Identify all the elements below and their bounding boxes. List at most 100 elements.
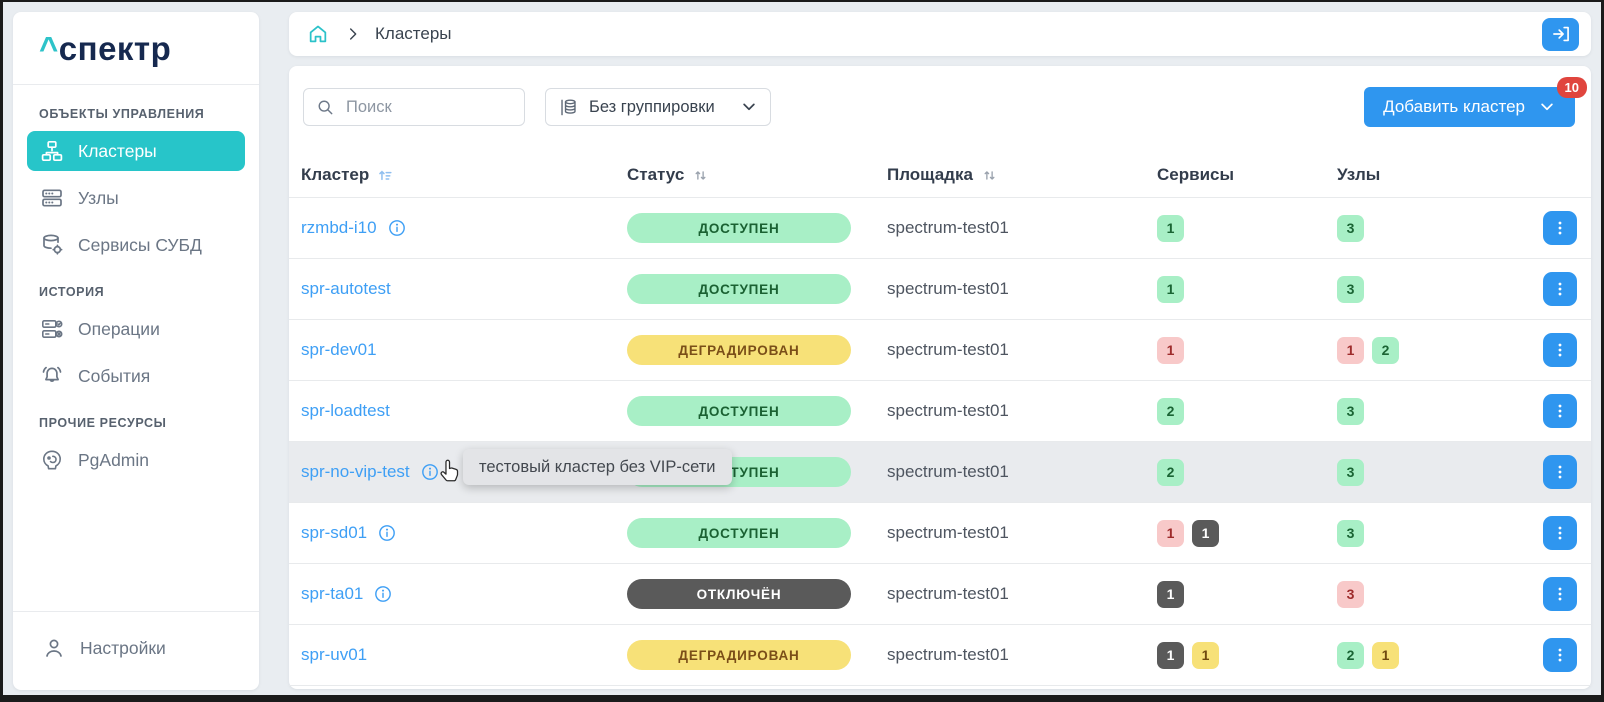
info-icon[interactable]: [373, 584, 393, 604]
row-menu-button[interactable]: [1543, 638, 1577, 672]
sidebar-item-db-services[interactable]: Сервисы СУБД: [27, 225, 245, 265]
cluster-cell: spr-sd01: [301, 523, 627, 543]
grouping-label: Без группировки: [589, 97, 715, 116]
tooltip: тестовый кластер без VIP-сети: [463, 449, 732, 485]
dots-vertical-icon: [1550, 584, 1570, 604]
count-badge-green: 3: [1337, 275, 1364, 303]
sort-asc-icon[interactable]: [377, 167, 394, 184]
table-body: rzmbd-i10 ДОСТУПЕН spectrum-test01 1 3 s…: [289, 198, 1591, 686]
status-badge: ДЕГРАДИРОВАН: [627, 335, 851, 365]
cluster-link[interactable]: spr-sd01: [301, 523, 368, 542]
app-logo: ^спектр: [13, 12, 259, 85]
status-badge: ОТКЛЮЧЁН: [627, 579, 851, 609]
add-cluster-label: Добавить кластер: [1383, 97, 1525, 116]
count-badge-green: 3: [1337, 214, 1364, 242]
row-menu-button[interactable]: [1543, 516, 1577, 550]
column-header-site[interactable]: Площадка: [887, 165, 1157, 185]
actions-cell: [1507, 272, 1591, 306]
operations-icon: [40, 317, 64, 341]
column-header-cluster[interactable]: Кластер: [301, 165, 627, 185]
site-cell: spectrum-test01: [887, 523, 1009, 542]
login-icon: [1551, 24, 1571, 44]
db-services-icon: [40, 233, 64, 257]
column-header-nodes: Узлы: [1337, 165, 1507, 185]
count-badge-yellow: 1: [1192, 641, 1219, 669]
cluster-link[interactable]: spr-uv01: [301, 645, 368, 664]
column-label: Статус: [627, 165, 685, 184]
status-badge: ДОСТУПЕН: [627, 274, 851, 304]
clusters-panel: Без группировки Добавить кластер 10 Клас…: [289, 66, 1591, 689]
events-bell-icon: [40, 364, 64, 388]
cluster-link[interactable]: spr-no-vip-test: [301, 462, 410, 481]
dots-vertical-icon: [1550, 401, 1570, 421]
status-badge: ДЕГРАДИРОВАН: [627, 640, 851, 670]
row-menu-button[interactable]: [1543, 577, 1577, 611]
count-badge-green: 3: [1337, 519, 1364, 547]
sidebar-item-label: События: [78, 365, 151, 386]
toolbar: Без группировки Добавить кластер 10: [289, 66, 1591, 153]
nav-section-label: ОБЪЕКТЫ УПРАВЛЕНИЯ: [39, 107, 205, 121]
count-badge-green: 1: [1157, 214, 1184, 242]
status-cell: ДЕГРАДИРОВАН: [627, 640, 887, 670]
row-menu-button[interactable]: [1543, 394, 1577, 428]
cluster-link[interactable]: spr-ta01: [301, 584, 364, 603]
search-icon: [316, 98, 335, 117]
cluster-cell: spr-uv01: [301, 645, 627, 665]
status-cell: ДОСТУПЕН: [627, 274, 887, 304]
count-badge-green: 2: [1337, 641, 1364, 669]
site-cell: spectrum-test01: [887, 584, 1009, 603]
actions-cell: [1507, 333, 1591, 367]
actions-cell: [1507, 516, 1591, 550]
column-label: Кластер: [301, 165, 370, 184]
actions-cell: [1507, 638, 1591, 672]
info-icon[interactable]: [387, 218, 407, 238]
user-icon: [42, 636, 66, 660]
table-row: spr-dev01 ДЕГРАДИРОВАН spectrum-test01 1…: [289, 320, 1591, 381]
sidebar-item-label: PgAdmin: [78, 449, 150, 470]
breadcrumb-current: Кластеры: [375, 24, 452, 43]
row-menu-button[interactable]: [1543, 333, 1577, 367]
status-cell: ДЕГРАДИРОВАН: [627, 335, 887, 365]
row-menu-button[interactable]: [1543, 455, 1577, 489]
sort-icon[interactable]: [692, 167, 709, 184]
sidebar-item-nodes[interactable]: Узлы: [27, 178, 245, 218]
sidebar-item-clusters[interactable]: Кластеры: [27, 131, 245, 171]
services-cell: 1: [1157, 336, 1337, 364]
sidebar-item-operations[interactable]: Операции: [27, 309, 245, 349]
cluster-link[interactable]: spr-loadtest: [301, 401, 390, 420]
site-cell: spectrum-test01: [887, 340, 1009, 359]
info-icon[interactable]: [377, 523, 397, 543]
add-cluster-button[interactable]: Добавить кластер: [1364, 87, 1575, 127]
home-icon[interactable]: [307, 23, 329, 45]
login-button[interactable]: [1542, 17, 1579, 51]
status-badge: ДОСТУПЕН: [627, 518, 851, 548]
search-input[interactable]: [344, 96, 512, 118]
services-cell: 2: [1157, 397, 1337, 425]
cluster-link[interactable]: spr-dev01: [301, 340, 377, 359]
sidebar-item-pgadmin[interactable]: PgAdmin: [27, 440, 245, 480]
row-menu-button[interactable]: [1543, 272, 1577, 306]
services-cell: 1: [1157, 275, 1337, 303]
status-cell: ДОСТУПЕН: [627, 213, 887, 243]
cluster-link[interactable]: spr-autotest: [301, 279, 391, 298]
sidebar-item-events[interactable]: События: [27, 356, 245, 396]
sidebar-item-label: Узлы: [78, 187, 119, 208]
column-header-status[interactable]: Статус: [627, 165, 887, 185]
count-badge-green: 2: [1157, 458, 1184, 486]
sidebar: ^спектр ОБЪЕКТЫ УПРАВЛЕНИЯ Кластеры Узлы Се…: [13, 12, 259, 690]
info-icon[interactable]: [420, 462, 440, 482]
sidebar-item-settings[interactable]: Настройки: [29, 636, 243, 660]
sort-icon[interactable]: [981, 167, 998, 184]
cluster-icon: [40, 139, 64, 163]
grouping-select[interactable]: Без группировки: [545, 88, 771, 126]
dots-vertical-icon: [1550, 645, 1570, 665]
dots-vertical-icon: [1550, 279, 1570, 299]
nodes-icon: [40, 186, 64, 210]
cluster-link[interactable]: rzmbd-i10: [301, 218, 377, 237]
row-menu-button[interactable]: [1543, 211, 1577, 245]
services-cell: 1: [1157, 214, 1337, 242]
nodes-cell: 3: [1337, 214, 1507, 242]
